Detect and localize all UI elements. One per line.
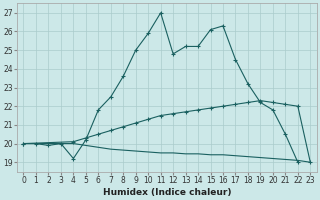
X-axis label: Humidex (Indice chaleur): Humidex (Indice chaleur) (103, 188, 231, 197)
